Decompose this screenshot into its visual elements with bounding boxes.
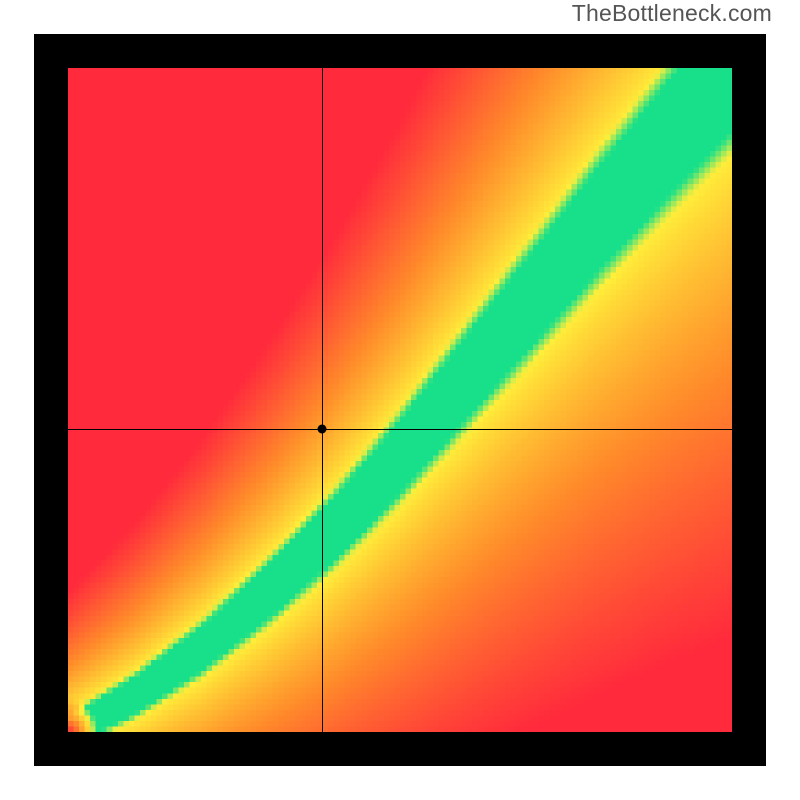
- crosshair-vertical: [322, 68, 323, 732]
- chart-frame: [34, 34, 766, 766]
- watermark-text: TheBottleneck.com: [572, 0, 772, 26]
- heatmap-plot: [68, 68, 732, 732]
- heatmap-canvas: [68, 68, 732, 732]
- marker-dot: [317, 424, 326, 433]
- crosshair-horizontal: [68, 429, 732, 430]
